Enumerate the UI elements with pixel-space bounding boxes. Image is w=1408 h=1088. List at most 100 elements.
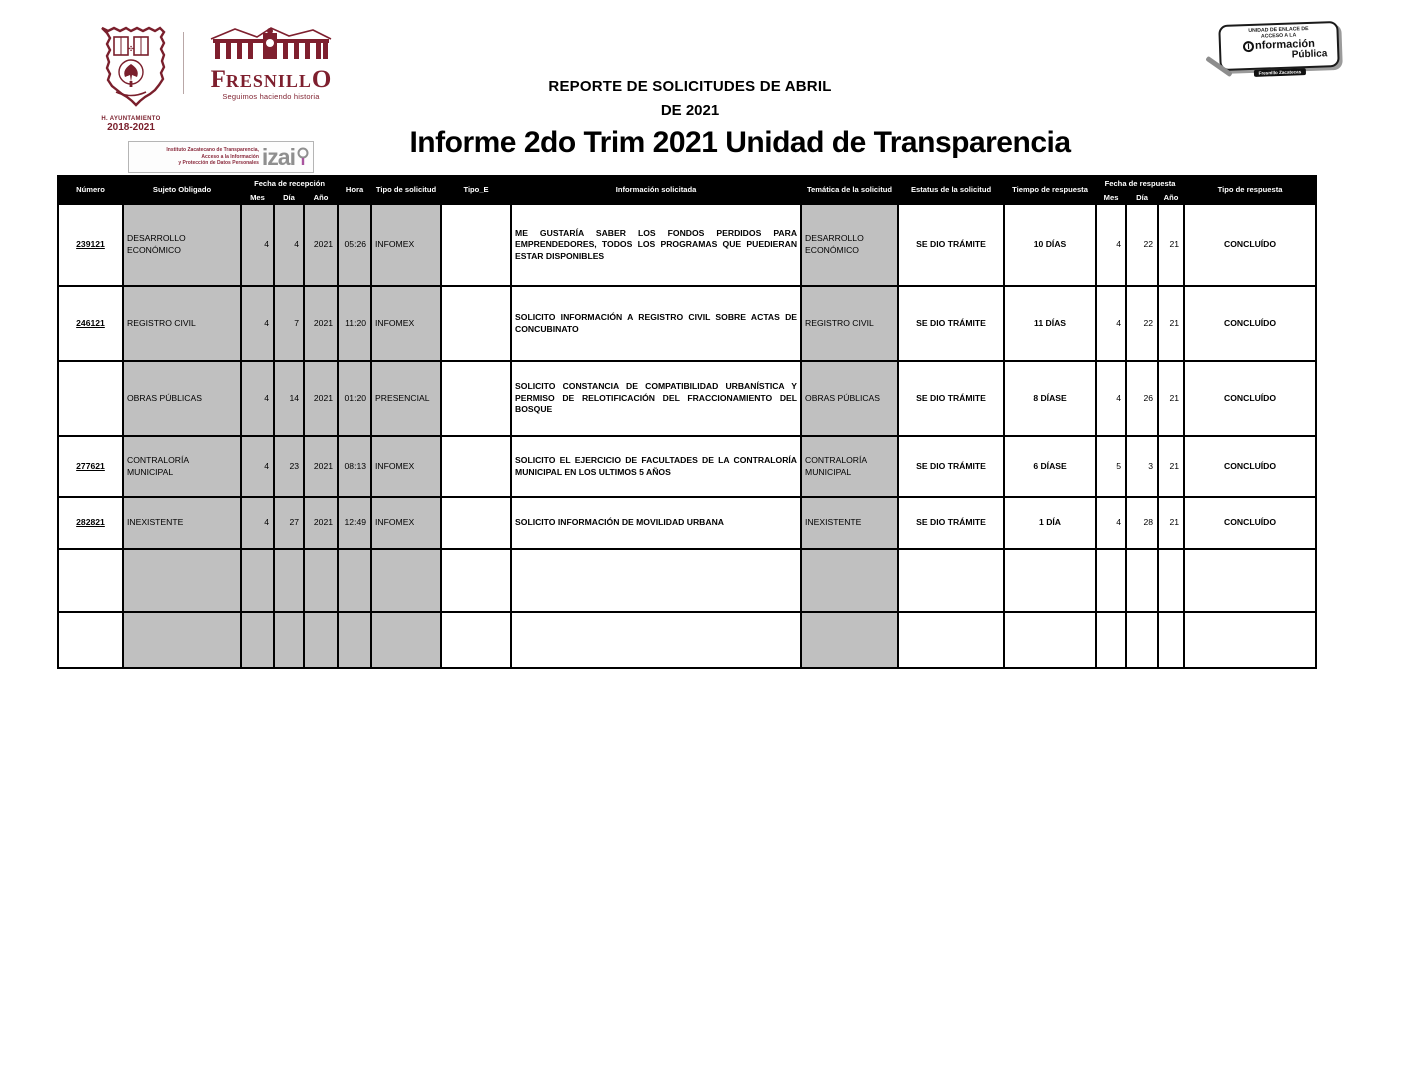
- cell-estatus: [897, 611, 1006, 669]
- report-subtitle-line1: REPORTE DE SOLICITUDES DE ABRIL: [548, 78, 832, 95]
- cell-recepcion-mes: 4: [240, 496, 275, 550]
- cell-sujeto-obligado: DESARROLLO ECONÓMICO: [122, 203, 242, 287]
- cell-hora: [337, 611, 373, 669]
- cell-tiempo-respuesta: [1003, 548, 1098, 613]
- table-row: 246121 REGISTRO CIVIL 4 7 2021 11:20 INF…: [57, 285, 1318, 362]
- izai-org-name: Instituto Zacatecano de Transparencia, A…: [166, 147, 259, 167]
- cell-sujeto-obligado: CONTRALORÍA MUNICIPAL: [122, 435, 242, 498]
- table-row: [57, 548, 1318, 613]
- col-informacion-solicitada: Información solicitada: [510, 175, 803, 205]
- col-numero: Número: [57, 175, 124, 205]
- cell-recepcion-mes: [240, 611, 275, 669]
- cell-respuesta-dia: [1125, 548, 1160, 613]
- cell-respuesta-mes: [1095, 548, 1128, 613]
- cell-recepcion-anio: [302, 548, 340, 613]
- fresnillo-logo: FRESNILLO Seguimos haciendo historia: [196, 27, 346, 101]
- cell-sujeto-obligado: INEXISTENTE: [122, 496, 242, 550]
- izai-logo: Instituto Zacatecano de Transparencia, A…: [128, 141, 314, 173]
- col-estatus: Estatus de la solicitud: [897, 175, 1006, 205]
- col-tipo-solicitud: Tipo de solicitud: [370, 175, 443, 205]
- cell-hora: [337, 548, 373, 613]
- cell-respuesta-dia: 26: [1125, 360, 1160, 437]
- cell-sujeto-obligado: REGISTRO CIVIL: [122, 285, 242, 362]
- cell-respuesta-anio: 21: [1157, 360, 1186, 437]
- col-recepcion-anio: Año: [302, 190, 340, 205]
- cell-numero: 277621: [57, 435, 124, 498]
- col-tipo-e: Tipo_E: [440, 175, 513, 205]
- cell-sujeto-obligado: [122, 611, 242, 669]
- col-tematica: Temática de la solicitud: [800, 175, 900, 205]
- col-respuesta-dia: Día: [1125, 190, 1160, 205]
- cell-tipo-e: [440, 360, 513, 437]
- cell-hora: 11:20: [337, 285, 373, 362]
- cell-tematica: INEXISTENTE: [800, 496, 900, 550]
- cell-estatus: SE DIO TRÁMITE: [897, 435, 1006, 498]
- cell-estatus: SE DIO TRÁMITE: [897, 285, 1006, 362]
- cell-tematica: [800, 611, 900, 669]
- cell-recepcion-dia: [273, 548, 305, 613]
- cell-tipo-e: [440, 203, 513, 287]
- table-row: [57, 611, 1318, 669]
- cell-tipo-solicitud: INFOMEX: [370, 203, 443, 287]
- cell-respuesta-dia: 22: [1125, 285, 1160, 362]
- col-fecha-recepcion: Fecha de recepción: [239, 175, 340, 192]
- cell-tiempo-respuesta: 10 DÍAS: [1003, 203, 1098, 287]
- cell-respuesta-anio: 21: [1157, 285, 1186, 362]
- cell-sujeto-obligado: [122, 548, 242, 613]
- cell-tematica: REGISTRO CIVIL: [800, 285, 900, 362]
- shield-crest-icon: ✣: [101, 26, 166, 107]
- cell-respuesta-anio: 21: [1157, 435, 1186, 498]
- cell-respuesta-dia: [1125, 611, 1160, 669]
- magnifier-icon: [297, 147, 309, 165]
- cell-tiempo-respuesta: 11 DÍAS: [1003, 285, 1098, 362]
- cell-tipo-solicitud: INFOMEX: [370, 285, 443, 362]
- cell-tipo-solicitud: INFOMEX: [370, 435, 443, 498]
- cell-recepcion-dia: 4: [273, 203, 305, 287]
- cell-numero: [57, 360, 124, 437]
- cell-tiempo-respuesta: 1 DÍA: [1003, 496, 1098, 550]
- col-recepcion-mes: Mes: [240, 190, 275, 205]
- stamp-lens-icon: I: [1242, 41, 1255, 53]
- cell-tipo-solicitud: PRESENCIAL: [370, 360, 443, 437]
- col-hora: Hora: [337, 175, 373, 205]
- cell-tematica: OBRAS PÚBLICAS: [800, 360, 900, 437]
- cell-respuesta-mes: [1095, 611, 1128, 669]
- cell-recepcion-mes: 4: [240, 435, 275, 498]
- cell-respuesta-dia: 3: [1125, 435, 1160, 498]
- col-recepcion-dia: Día: [273, 190, 305, 205]
- cell-recepcion-dia: [273, 611, 305, 669]
- fresnillo-wordmark: FRESNILLO: [210, 66, 332, 93]
- cell-numero: 246121: [57, 285, 124, 362]
- cell-informacion-solicitada: SOLICITO EL EJERCICIO DE FACULTADES DE L…: [510, 435, 803, 498]
- cell-tipo-solicitud: [370, 548, 443, 613]
- cell-recepcion-anio: 2021: [302, 203, 340, 287]
- cell-tipo-respuesta: CONCLUÍDO: [1183, 285, 1318, 362]
- cell-tipo-e: [440, 548, 513, 613]
- cell-tipo-e: [440, 611, 513, 669]
- col-sujeto-obligado: Sujeto Obligado: [122, 175, 242, 205]
- table-row: 282821 INEXISTENTE 4 27 2021 12:49 INFOM…: [57, 496, 1318, 550]
- cell-tipo-e: [440, 435, 513, 498]
- cell-tipo-respuesta: CONCLUÍDO: [1183, 360, 1318, 437]
- izai-wordmark: izai: [262, 145, 310, 169]
- col-respuesta-anio: Año: [1157, 190, 1186, 205]
- cell-numero: [57, 611, 124, 669]
- cell-recepcion-dia: 7: [273, 285, 305, 362]
- cell-recepcion-mes: 4: [240, 360, 275, 437]
- header-divider: [183, 32, 184, 94]
- cell-recepcion-dia: 27: [273, 496, 305, 550]
- cell-informacion-solicitada: SOLICITO CONSTANCIA DE COMPATIBILIDAD UR…: [510, 360, 803, 437]
- cell-respuesta-anio: 21: [1157, 203, 1186, 287]
- cell-respuesta-mes: 4: [1095, 496, 1128, 550]
- cell-estatus: [897, 548, 1006, 613]
- cell-tipo-e: [440, 496, 513, 550]
- aqueduct-icon: [210, 27, 332, 59]
- cell-recepcion-anio: 2021: [302, 496, 340, 550]
- cell-respuesta-anio: [1157, 611, 1186, 669]
- table-row: OBRAS PÚBLICAS 4 14 2021 01:20 PRESENCIA…: [57, 360, 1318, 437]
- ayuntamiento-shield-logo: ✣ H. AYUNTAMIENTO 2018-2021: [94, 24, 168, 136]
- cell-recepcion-mes: [240, 548, 275, 613]
- cell-tiempo-respuesta: 8 DÍASE: [1003, 360, 1098, 437]
- cell-recepcion-anio: [302, 611, 340, 669]
